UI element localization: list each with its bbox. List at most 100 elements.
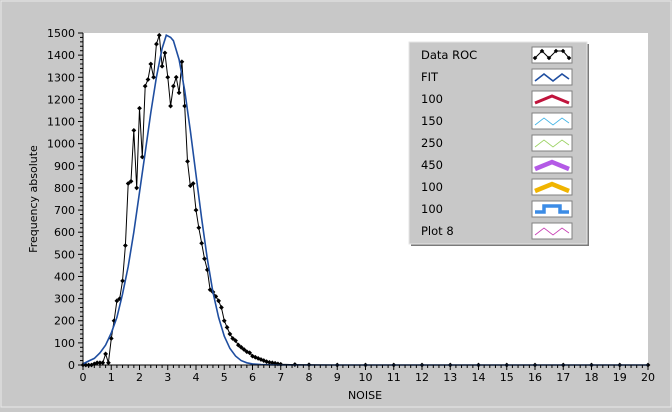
x-tick-label: 10	[359, 371, 373, 384]
y-tick-label: 800	[54, 182, 75, 195]
legend-label: 150	[421, 114, 443, 128]
y-tick-label: 1500	[47, 27, 75, 40]
data-point	[139, 154, 145, 160]
legend-label: Plot 8	[421, 224, 454, 238]
data-point	[151, 74, 157, 80]
y-tick-label: 0	[68, 359, 75, 372]
x-axis-label: NOISE	[348, 389, 382, 402]
data-point	[196, 225, 202, 231]
legend-label: 100	[421, 180, 443, 194]
legend-swatch	[531, 112, 573, 130]
y-tick-label: 500	[54, 248, 75, 261]
data-point	[173, 74, 179, 80]
legend-swatch	[531, 134, 573, 152]
data-point	[145, 77, 151, 82]
legend-label: 450	[421, 158, 443, 172]
x-tick-label: 12	[415, 371, 429, 384]
x-tick-label: 7	[277, 371, 284, 384]
data-point	[154, 41, 159, 47]
x-tick-label: 9	[334, 371, 341, 384]
data-point	[97, 360, 103, 366]
data-point	[148, 61, 154, 67]
data-point	[120, 278, 125, 284]
data-point	[122, 243, 128, 248]
y-tick-label: 1300	[47, 71, 75, 84]
y-tick-label: 300	[54, 293, 75, 306]
data-point	[216, 298, 221, 304]
legend-swatch	[531, 200, 573, 218]
data-point	[185, 158, 190, 164]
legend-swatch	[531, 46, 573, 64]
data-point	[207, 287, 213, 293]
data-point	[162, 50, 168, 56]
data-point	[193, 207, 199, 213]
x-tick-label: 6	[249, 371, 256, 384]
data-point	[202, 256, 207, 262]
y-tick-label: 100	[54, 337, 75, 350]
legend-label: Data ROC	[421, 48, 477, 62]
legend-swatch	[531, 156, 573, 174]
legend-swatch	[531, 222, 573, 240]
legend-label: 250	[421, 136, 443, 150]
x-tick-label: 1	[108, 371, 115, 384]
data-point	[250, 353, 255, 359]
x-tick-label: 3	[164, 371, 171, 384]
y-tick-label: 1000	[47, 138, 75, 151]
y-tick-label: 1100	[47, 116, 75, 129]
data-point	[224, 324, 230, 330]
x-tick-label: 11	[387, 371, 401, 384]
data-point	[106, 360, 111, 366]
x-tick-label: 17	[556, 371, 570, 384]
data-point	[108, 336, 114, 341]
x-tick-label: 16	[528, 371, 542, 384]
data-point	[159, 63, 165, 69]
data-point	[134, 185, 140, 191]
data-point	[264, 359, 270, 365]
y-tick-label: 900	[54, 160, 75, 173]
series-line-fit	[82, 34, 648, 366]
data-point	[131, 127, 137, 133]
data-point	[187, 183, 193, 189]
x-tick-label: 19	[613, 371, 627, 384]
data-point	[213, 293, 219, 299]
data-point	[142, 83, 148, 89]
x-tick-label: 15	[500, 371, 514, 384]
data-point	[199, 240, 205, 246]
legend: Data ROC FIT 100 150 250 450 100 100 Plot 8	[408, 41, 589, 246]
data-point	[221, 318, 227, 324]
data-point	[227, 331, 233, 337]
x-tick-label: 20	[641, 371, 655, 384]
data-point	[176, 90, 182, 96]
data-point	[168, 103, 173, 109]
data-point	[219, 305, 224, 310]
y-tick-label: 600	[54, 226, 75, 239]
legend-swatch	[531, 68, 573, 86]
data-point	[165, 74, 171, 80]
data-point	[182, 103, 188, 109]
legend-label: FIT	[421, 70, 439, 84]
data-point	[156, 32, 162, 38]
data-point	[100, 360, 106, 366]
data-point	[137, 105, 142, 111]
x-tick-label: 2	[136, 371, 143, 384]
x-tick-label: 8	[306, 371, 313, 384]
data-point	[103, 351, 108, 357]
x-tick-label: 4	[193, 371, 200, 384]
data-point	[111, 318, 117, 324]
data-point	[238, 344, 244, 350]
y-tick-label: 200	[54, 315, 75, 328]
data-point	[247, 350, 253, 356]
data-point	[233, 338, 238, 344]
y-axis-label: Frequency absolute	[27, 145, 40, 253]
data-point	[204, 267, 210, 273]
y-tick-label: 1200	[47, 93, 75, 106]
legend-swatch	[531, 178, 573, 196]
data-point	[179, 59, 185, 65]
data-point	[241, 347, 247, 352]
y-tick-label: 400	[54, 270, 75, 283]
legend-label: 100	[421, 92, 443, 106]
data-point	[190, 181, 196, 186]
